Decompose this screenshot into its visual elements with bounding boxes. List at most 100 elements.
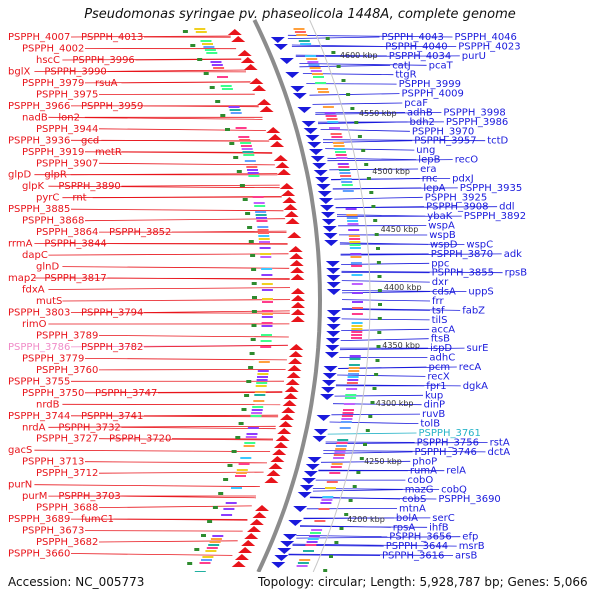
gene-label: PSPPH_3844	[44, 239, 106, 250]
cog-block	[260, 340, 272, 342]
leader-line	[34, 484, 260, 487]
gene-label: glpK	[22, 181, 44, 192]
gc-track-mark	[241, 408, 247, 411]
gene-label: rnt	[72, 193, 86, 204]
cog-block	[293, 28, 305, 30]
cog-block	[314, 520, 326, 522]
gene-label: PSPPH_3936	[8, 135, 70, 146]
reverse-gene-arrow	[287, 365, 302, 371]
leader-line	[62, 58, 242, 61]
gene-label: kup	[425, 390, 443, 401]
forward-gene-arrow	[321, 219, 336, 225]
reverse-gene-arrow	[276, 169, 291, 175]
leader-line	[337, 374, 426, 377]
cog-block	[318, 508, 330, 510]
gene-label: PSPPH_3682	[36, 537, 98, 548]
cog-block	[238, 136, 250, 138]
gc-track-mark	[377, 275, 382, 278]
ruler-label: 4450 kbp	[381, 225, 419, 234]
cog-block	[350, 262, 362, 264]
leader-line	[107, 69, 247, 72]
feature-tracks	[182, 19, 382, 572]
gene-label: PSPPH_3660	[8, 549, 70, 560]
cog-block	[310, 532, 321, 534]
gene-label: tctD	[487, 136, 508, 147]
gc-track-mark	[371, 205, 376, 208]
cog-block	[329, 127, 340, 129]
reverse-gene-arrow	[288, 358, 303, 364]
leader-line	[312, 489, 403, 492]
leader-line	[84, 358, 287, 361]
gene-label: lepB	[418, 155, 440, 166]
reverse-gene-arrow	[288, 246, 303, 252]
cog-block	[336, 442, 348, 444]
leader-line	[334, 196, 423, 200]
cog-block	[351, 325, 363, 327]
gene-label: glnD	[36, 262, 59, 273]
forward-gene-arrow	[293, 506, 308, 512]
gene-label: PSPPH_3689	[8, 514, 70, 525]
gene-label: dinP	[424, 400, 446, 411]
ruler-label: 4550 kbp	[359, 109, 397, 118]
cog-block	[326, 118, 338, 120]
gene-label: bdh2	[410, 117, 435, 128]
ruler-label: 4600 kbp	[340, 51, 378, 60]
gene-label: ihfB	[429, 522, 449, 533]
gene-label: serC	[432, 513, 454, 524]
leader-line	[341, 270, 503, 274]
cog-block	[318, 91, 330, 93]
forward-gene-arrow	[325, 345, 340, 351]
leader-line	[98, 438, 274, 441]
gene-label: dctA	[488, 447, 511, 458]
reverse-gene-arrow	[285, 379, 300, 385]
cog-block	[340, 421, 352, 423]
gc-track-mark	[203, 72, 209, 75]
cog-block	[239, 139, 251, 141]
gc-track-mark	[339, 527, 344, 530]
cog-block	[296, 565, 308, 567]
gc-track-mark	[182, 30, 188, 33]
cog-block	[253, 400, 265, 402]
cog-block	[201, 559, 212, 561]
gene-label: rnc	[422, 173, 438, 184]
cog-block	[261, 310, 273, 312]
reverse-gene-arrow	[290, 274, 305, 280]
gene-label: PSPPH_3794	[81, 308, 143, 319]
cog-block	[307, 538, 319, 540]
cog-block	[346, 217, 358, 219]
cog-block	[221, 514, 233, 516]
forward-gene-arrow	[321, 212, 335, 218]
cog-block	[205, 550, 217, 552]
leader-line	[48, 287, 291, 290]
reverse-gene-arrow	[285, 218, 300, 224]
reverse-gene-arrow	[284, 386, 299, 392]
gene-label: PSPPH_3852	[109, 227, 171, 238]
cog-block	[309, 67, 321, 69]
cog-block	[333, 145, 345, 147]
cog-block	[348, 373, 359, 375]
gc-track-mark	[197, 58, 203, 61]
leader-line	[341, 308, 430, 311]
cog-block	[305, 55, 316, 57]
leader-line	[113, 518, 248, 521]
cog-block	[340, 175, 352, 177]
gene-label: PSPPH_3688	[36, 503, 98, 514]
cog-block	[236, 469, 248, 471]
ruler-label: 4350 kbp	[382, 341, 420, 350]
gene-label: msrB	[459, 541, 485, 552]
cog-block	[297, 562, 309, 564]
gc-track-mark	[372, 387, 377, 390]
forward-gene-arrow	[288, 520, 303, 526]
leader-line	[340, 338, 429, 341]
cog-block	[351, 331, 363, 333]
cog-block	[330, 133, 342, 135]
cog-block	[346, 388, 358, 390]
reverse-gene-arrow	[278, 421, 293, 427]
forward-gene-arrow	[271, 562, 286, 568]
cog-block	[322, 496, 334, 498]
leader-line	[98, 368, 286, 371]
leader-line	[70, 553, 233, 556]
gene-label: adhC	[429, 353, 455, 364]
gc-track-mark	[376, 261, 381, 264]
gene-label: PSPPH_4013	[81, 32, 143, 43]
